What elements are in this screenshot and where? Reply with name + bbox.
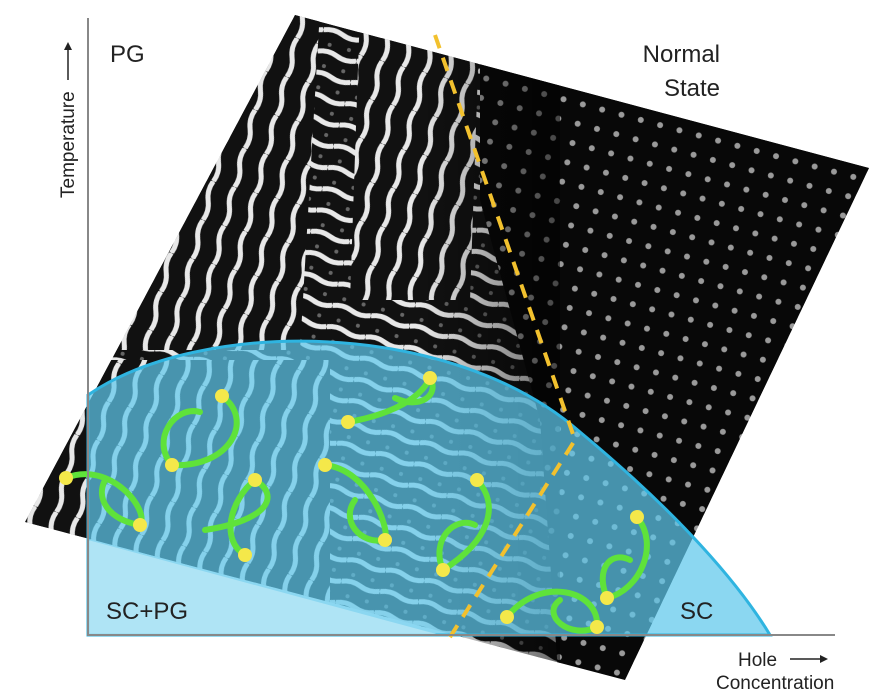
sc-label: SC	[680, 598, 713, 625]
y-axis-label-group: Temperature	[58, 42, 79, 198]
pg-label: PG	[110, 41, 145, 68]
x-axis-label-1: Hole	[738, 650, 777, 671]
x-arrowhead	[820, 655, 828, 663]
normal-label-1: Normal	[643, 41, 720, 68]
sc-pg-label: SC+PG	[106, 598, 188, 625]
x-axis-label-2: Concentration	[716, 673, 834, 693]
y-axis-label: Temperature	[58, 91, 79, 198]
phase-diagram: Temperature Hole Concentration PG Normal…	[0, 0, 869, 693]
y-arrowhead	[64, 42, 72, 50]
normal-label-2: State	[664, 75, 720, 102]
